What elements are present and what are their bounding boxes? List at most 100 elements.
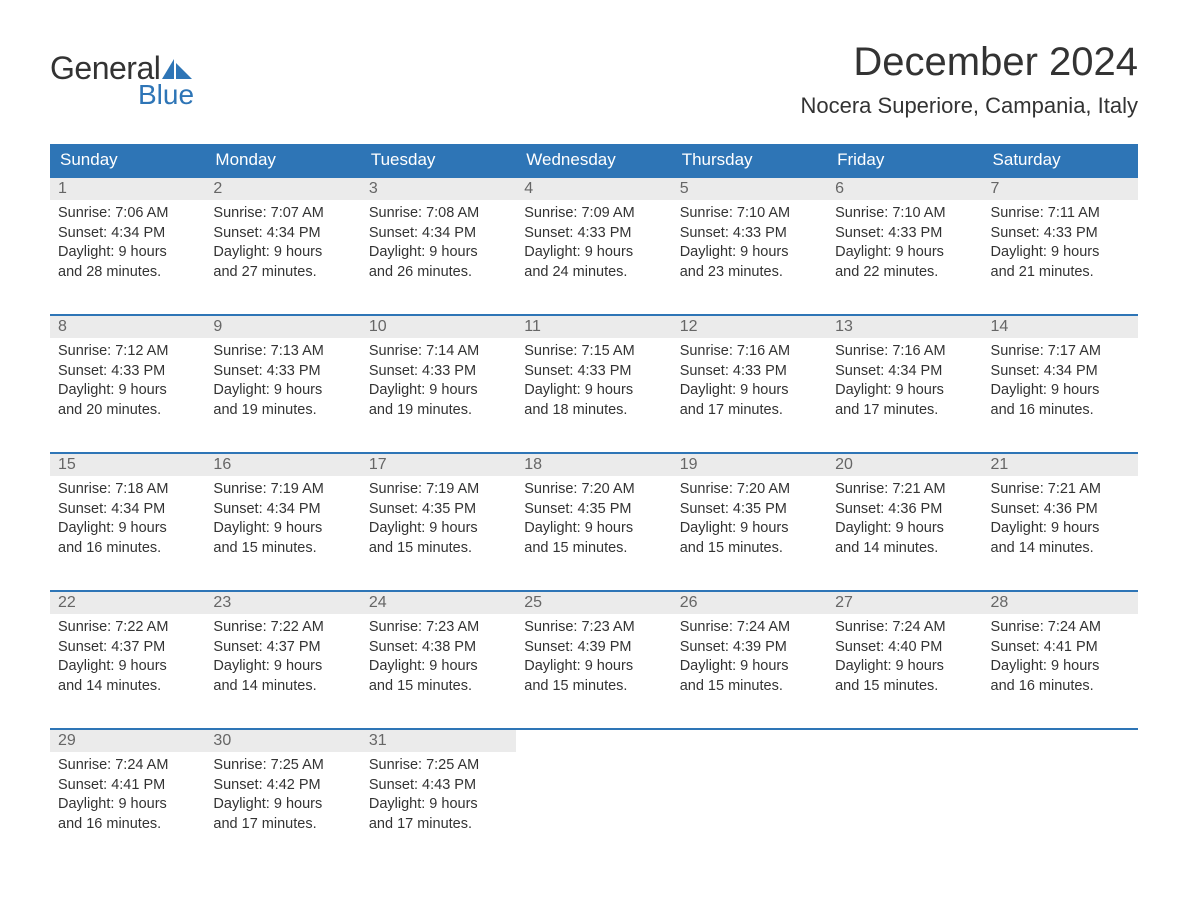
day-line-sr: Sunrise: 7:25 AM <box>213 756 352 776</box>
day-cell: 22Sunrise: 7:22 AMSunset: 4:37 PMDayligh… <box>50 592 205 710</box>
day-line-d1: Daylight: 9 hours <box>213 243 352 263</box>
day-content: Sunrise: 7:16 AMSunset: 4:33 PMDaylight:… <box>672 338 827 424</box>
day-line-sr: Sunrise: 7:11 AM <box>991 204 1130 224</box>
day-line-ss: Sunset: 4:33 PM <box>680 224 819 244</box>
day-number: 2 <box>205 178 360 200</box>
day-line-d2: and 15 minutes. <box>369 677 508 697</box>
day-content: Sunrise: 7:24 AMSunset: 4:41 PMDaylight:… <box>983 614 1138 700</box>
day-content: Sunrise: 7:17 AMSunset: 4:34 PMDaylight:… <box>983 338 1138 424</box>
day-line-ss: Sunset: 4:35 PM <box>680 500 819 520</box>
day-line-sr: Sunrise: 7:16 AM <box>680 342 819 362</box>
day-line-sr: Sunrise: 7:24 AM <box>58 756 197 776</box>
day-cell: 20Sunrise: 7:21 AMSunset: 4:36 PMDayligh… <box>827 454 982 572</box>
day-line-d1: Daylight: 9 hours <box>58 795 197 815</box>
location-subtitle: Nocera Superiore, Campania, Italy <box>801 93 1139 119</box>
day-number: 9 <box>205 316 360 338</box>
day-line-sr: Sunrise: 7:14 AM <box>369 342 508 362</box>
day-line-d1: Daylight: 9 hours <box>835 519 974 539</box>
day-line-d1: Daylight: 9 hours <box>680 381 819 401</box>
day-line-d2: and 17 minutes. <box>680 401 819 421</box>
day-line-d2: and 15 minutes. <box>680 677 819 697</box>
day-line-ss: Sunset: 4:38 PM <box>369 638 508 658</box>
day-number: 25 <box>516 592 671 614</box>
day-number: 16 <box>205 454 360 476</box>
day-line-d2: and 26 minutes. <box>369 263 508 283</box>
day-line-d2: and 14 minutes. <box>991 539 1130 559</box>
day-line-ss: Sunset: 4:33 PM <box>680 362 819 382</box>
day-content: Sunrise: 7:14 AMSunset: 4:33 PMDaylight:… <box>361 338 516 424</box>
day-line-ss: Sunset: 4:33 PM <box>369 362 508 382</box>
day-number: 10 <box>361 316 516 338</box>
day-line-ss: Sunset: 4:33 PM <box>58 362 197 382</box>
day-line-sr: Sunrise: 7:15 AM <box>524 342 663 362</box>
day-line-ss: Sunset: 4:36 PM <box>991 500 1130 520</box>
day-content: Sunrise: 7:23 AMSunset: 4:38 PMDaylight:… <box>361 614 516 700</box>
day-header: Saturday <box>983 144 1138 176</box>
day-cell: 13Sunrise: 7:16 AMSunset: 4:34 PMDayligh… <box>827 316 982 434</box>
day-line-ss: Sunset: 4:39 PM <box>524 638 663 658</box>
day-line-ss: Sunset: 4:41 PM <box>58 776 197 796</box>
day-header: Sunday <box>50 144 205 176</box>
day-line-ss: Sunset: 4:35 PM <box>369 500 508 520</box>
day-cell: 7Sunrise: 7:11 AMSunset: 4:33 PMDaylight… <box>983 178 1138 296</box>
day-line-sr: Sunrise: 7:22 AM <box>213 618 352 638</box>
day-cell: 31Sunrise: 7:25 AMSunset: 4:43 PMDayligh… <box>361 730 516 848</box>
day-line-sr: Sunrise: 7:09 AM <box>524 204 663 224</box>
day-cell: 15Sunrise: 7:18 AMSunset: 4:34 PMDayligh… <box>50 454 205 572</box>
day-content: Sunrise: 7:06 AMSunset: 4:34 PMDaylight:… <box>50 200 205 286</box>
day-number: 5 <box>672 178 827 200</box>
day-line-sr: Sunrise: 7:23 AM <box>369 618 508 638</box>
day-line-d2: and 18 minutes. <box>524 401 663 421</box>
day-line-d1: Daylight: 9 hours <box>369 243 508 263</box>
day-number: 13 <box>827 316 982 338</box>
day-cell: 9Sunrise: 7:13 AMSunset: 4:33 PMDaylight… <box>205 316 360 434</box>
day-line-ss: Sunset: 4:33 PM <box>213 362 352 382</box>
day-content: Sunrise: 7:24 AMSunset: 4:41 PMDaylight:… <box>50 752 205 838</box>
day-line-d2: and 16 minutes. <box>991 401 1130 421</box>
day-number: 11 <box>516 316 671 338</box>
day-content: Sunrise: 7:10 AMSunset: 4:33 PMDaylight:… <box>827 200 982 286</box>
day-line-sr: Sunrise: 7:12 AM <box>58 342 197 362</box>
day-cell <box>516 730 671 848</box>
day-number: 4 <box>516 178 671 200</box>
day-content: Sunrise: 7:15 AMSunset: 4:33 PMDaylight:… <box>516 338 671 424</box>
day-line-sr: Sunrise: 7:19 AM <box>369 480 508 500</box>
day-line-d1: Daylight: 9 hours <box>213 519 352 539</box>
day-line-ss: Sunset: 4:34 PM <box>213 224 352 244</box>
day-number: 30 <box>205 730 360 752</box>
day-line-sr: Sunrise: 7:19 AM <box>213 480 352 500</box>
day-line-d2: and 22 minutes. <box>835 263 974 283</box>
week-row: 22Sunrise: 7:22 AMSunset: 4:37 PMDayligh… <box>50 590 1138 710</box>
day-content: Sunrise: 7:20 AMSunset: 4:35 PMDaylight:… <box>672 476 827 562</box>
day-line-d1: Daylight: 9 hours <box>680 657 819 677</box>
day-content: Sunrise: 7:19 AMSunset: 4:35 PMDaylight:… <box>361 476 516 562</box>
day-cell: 28Sunrise: 7:24 AMSunset: 4:41 PMDayligh… <box>983 592 1138 710</box>
day-cell: 23Sunrise: 7:22 AMSunset: 4:37 PMDayligh… <box>205 592 360 710</box>
day-number: 12 <box>672 316 827 338</box>
day-header: Monday <box>205 144 360 176</box>
day-line-d2: and 15 minutes. <box>369 539 508 559</box>
week-row: 8Sunrise: 7:12 AMSunset: 4:33 PMDaylight… <box>50 314 1138 434</box>
day-line-d2: and 20 minutes. <box>58 401 197 421</box>
day-cell: 5Sunrise: 7:10 AMSunset: 4:33 PMDaylight… <box>672 178 827 296</box>
day-line-d2: and 19 minutes. <box>369 401 508 421</box>
day-cell: 14Sunrise: 7:17 AMSunset: 4:34 PMDayligh… <box>983 316 1138 434</box>
day-number: 21 <box>983 454 1138 476</box>
day-line-d1: Daylight: 9 hours <box>524 519 663 539</box>
day-line-ss: Sunset: 4:33 PM <box>991 224 1130 244</box>
day-line-d2: and 15 minutes. <box>213 539 352 559</box>
day-cell: 8Sunrise: 7:12 AMSunset: 4:33 PMDaylight… <box>50 316 205 434</box>
day-line-d1: Daylight: 9 hours <box>991 657 1130 677</box>
day-cell: 11Sunrise: 7:15 AMSunset: 4:33 PMDayligh… <box>516 316 671 434</box>
day-line-d2: and 16 minutes. <box>58 815 197 835</box>
day-line-ss: Sunset: 4:34 PM <box>213 500 352 520</box>
day-number: 14 <box>983 316 1138 338</box>
day-cell: 24Sunrise: 7:23 AMSunset: 4:38 PMDayligh… <box>361 592 516 710</box>
day-line-d1: Daylight: 9 hours <box>369 519 508 539</box>
day-number: 27 <box>827 592 982 614</box>
day-line-d2: and 16 minutes. <box>991 677 1130 697</box>
day-line-ss: Sunset: 4:34 PM <box>58 500 197 520</box>
day-content: Sunrise: 7:21 AMSunset: 4:36 PMDaylight:… <box>827 476 982 562</box>
day-content: Sunrise: 7:24 AMSunset: 4:40 PMDaylight:… <box>827 614 982 700</box>
day-line-d2: and 17 minutes. <box>213 815 352 835</box>
